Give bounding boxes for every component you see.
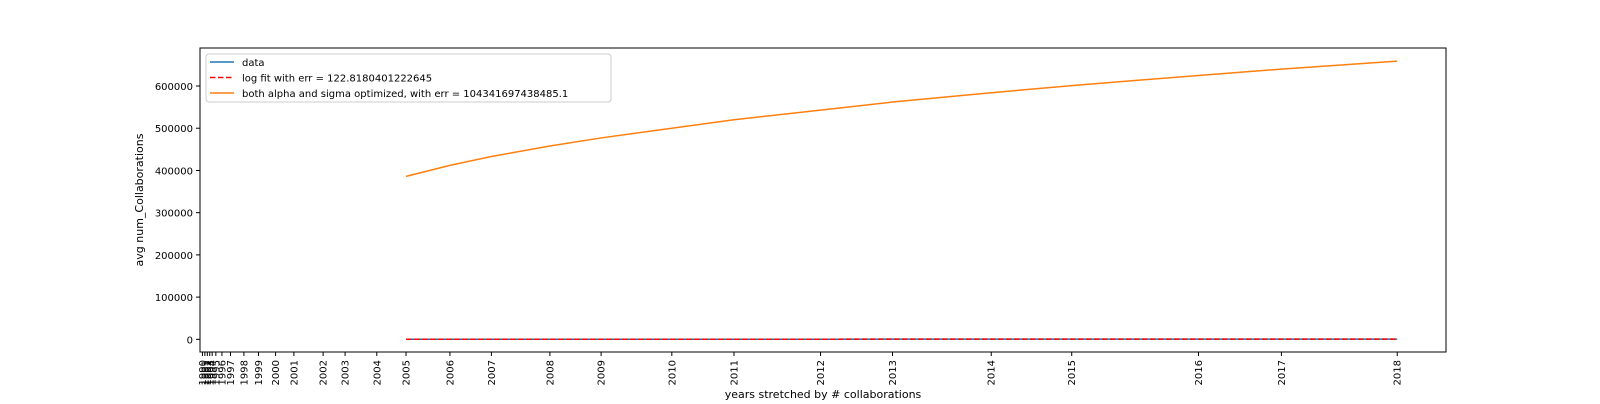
legend-label-2: both alpha and sigma optimized, with err… [242,89,568,100]
y-tick-label: 500000 [155,124,193,135]
x-tick-label: 2011 [730,360,741,385]
x-tick-label: 2001 [289,360,300,385]
x-tick-label: 2010 [667,360,678,385]
legend-label-1: log fit with err = 122.8180401222645 [242,74,432,85]
y-axis-label: avg num_Collaborations [133,133,146,266]
x-tick-label: 2015 [1067,360,1078,385]
y-tick-label: 100000 [155,293,193,304]
y-tick-label: 300000 [155,209,193,220]
y-axis: 0 100000 200000 300000 400000 500000 600000 [155,82,200,346]
x-tick-label: 2006 [445,360,456,385]
x-tick-label: 1997 [226,360,237,385]
x-tick-label: 2013 [888,360,899,385]
x-tick-label: 2002 [319,360,330,385]
y-tick-label: 200000 [155,251,193,262]
x-tick-label: 2009 [597,360,608,385]
x-axis-label: years stretched by # collaborations [725,388,922,400]
x-tick-label: 2012 [816,360,827,385]
x-tick-label: 2007 [487,360,498,385]
x-tick-label: 2017 [1277,360,1288,385]
x-tick-label: 2003 [341,360,352,385]
y-tick-label: 0 [187,335,193,346]
x-tick-label: 2004 [372,360,383,385]
legend-label-0: data [242,58,265,69]
x-tick-label: 2014 [987,360,998,385]
x-tick-label: 1998 [239,360,250,385]
x-tick-label: 2005 [402,360,413,385]
x-tick-label: 2000 [271,360,282,385]
x-tick-label: 2016 [1194,360,1205,385]
x-tick-label: 1999 [254,360,265,385]
legend: data log fit with err = 122.8180401222645… [206,54,611,102]
x-tick-label: 2008 [545,360,556,385]
y-tick-label: 400000 [155,166,193,177]
y-tick-label: 600000 [155,82,193,93]
x-tick-label: 2018 [1393,360,1404,385]
